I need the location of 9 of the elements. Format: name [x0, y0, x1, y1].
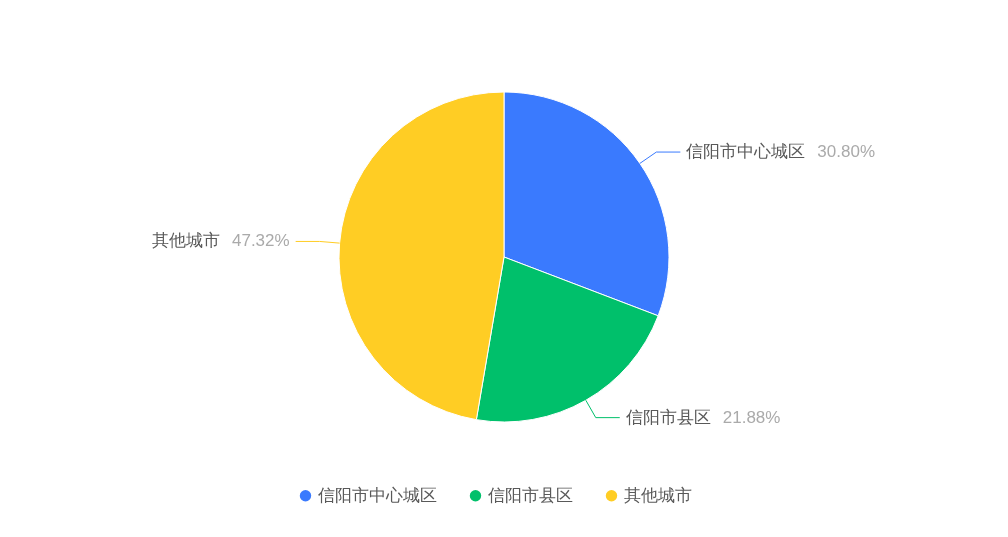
slice-label: 信阳市中心城区: [686, 142, 806, 162]
legend-label: 信阳市县区: [488, 485, 573, 505]
slice-label: 信阳市县区: [625, 407, 711, 427]
legend-label: 信阳市中心城区: [318, 485, 437, 505]
data-label: 47.32%: [231, 231, 290, 251]
data-label: 21.88%: [722, 407, 781, 427]
data-label: 30.80%: [817, 142, 876, 162]
slice-label: 其他城市: [151, 231, 220, 251]
legend-label: 其他城市: [624, 485, 692, 505]
